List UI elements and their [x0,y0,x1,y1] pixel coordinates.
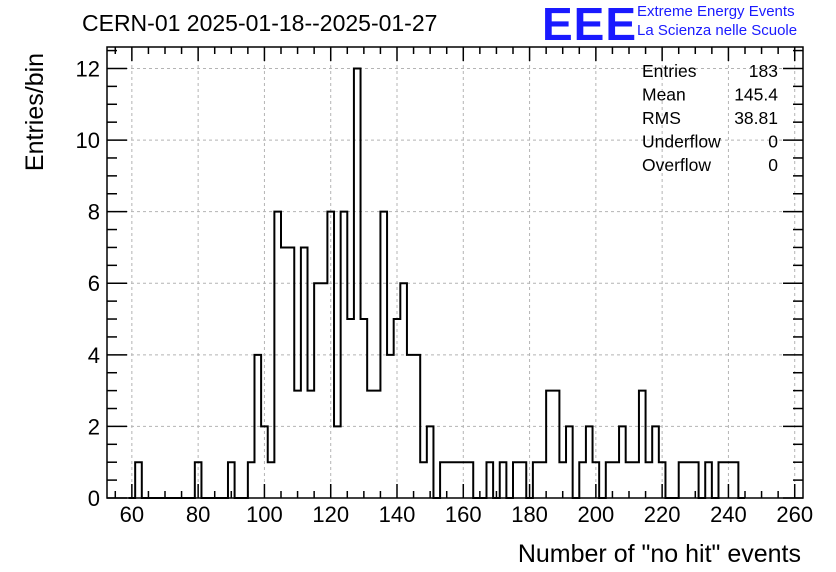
x-tick-label: 80 [186,502,210,527]
stats-label: RMS [642,108,681,128]
histogram-bin [374,391,381,498]
histogram-bin [347,319,354,498]
histogram-bin [420,462,427,498]
y-tick-label: 10 [76,128,100,153]
stats-value: 0 [768,155,778,175]
x-tick-label: 160 [445,502,482,527]
plot-frame [106,46,804,499]
y-tick-label: 6 [88,271,100,296]
x-tick-label: 180 [511,502,548,527]
stats-label: Overflow [642,155,711,175]
logo-line-1: Extreme Energy Events [637,3,795,20]
histogram-bin [321,283,328,498]
stats-label: Mean [642,85,686,105]
stats-value: 38.81 [734,108,778,128]
stats-value: 145.4 [734,85,778,105]
stats-label: Underflow [642,132,721,152]
x-tick-label: 100 [246,502,283,527]
histogram-bin [281,247,288,498]
histogram-bin [334,426,341,498]
y-tick-label: 0 [88,486,100,511]
y-tick-label: 2 [88,414,100,439]
x-tick-label: 140 [379,502,416,527]
x-tick-label: 200 [577,502,614,527]
x-tick-label: 260 [776,502,813,527]
histogram-bin [367,391,374,498]
eee-logo-mark: EEE [542,0,638,50]
chart-title: CERN-01 2025-01-18--2025-01-27 [82,10,438,36]
histogram-bin [453,462,460,498]
histogram-bin [294,391,301,498]
histogram-bin [268,462,275,498]
histogram-bin [308,391,315,498]
y-tick-label: 4 [88,343,100,368]
stats-value: 183 [749,61,778,81]
stats-value: 0 [768,132,778,152]
histogram-bin [540,462,547,498]
y-tick-label: 12 [76,56,100,81]
histogram-bin [447,462,454,498]
y-axis-label: Entries/bin [21,53,49,171]
logo-line-2: La Scienza nelle Scuole [637,22,798,39]
x-axis-label: Number of "no hit" events [518,540,801,568]
histogram-bin [632,462,639,498]
stats-label: Entries [642,61,697,81]
histogram-bin [612,462,619,498]
x-tick-label: 60 [120,502,144,527]
histogram-bin [685,462,692,498]
x-tick-label: 220 [644,502,681,527]
x-tick-label: 120 [312,502,349,527]
x-tick-label: 240 [710,502,747,527]
histogram-bin [646,462,653,498]
y-tick-label: 8 [88,200,100,225]
